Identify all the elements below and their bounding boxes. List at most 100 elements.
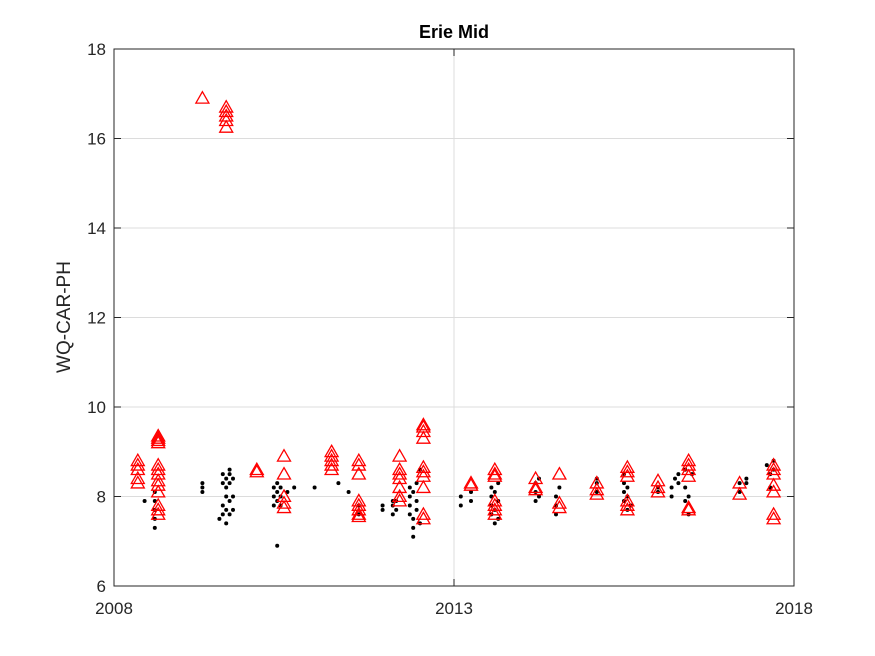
triangle-point	[249, 461, 265, 476]
triangle-point	[150, 497, 166, 511]
triangle-point	[323, 461, 340, 476]
triangle-point	[391, 448, 408, 462]
dot-point	[411, 534, 416, 539]
triangle-point	[351, 502, 367, 516]
dot-point	[292, 485, 297, 490]
triangle-point	[680, 499, 697, 514]
triangle-point	[527, 481, 544, 496]
triangle-point	[323, 448, 340, 462]
data-points	[130, 90, 782, 548]
triangle-point	[218, 99, 234, 113]
dot-point	[622, 490, 626, 495]
dot-point	[275, 490, 280, 495]
triangle-point	[765, 457, 782, 471]
dot-point	[231, 476, 235, 481]
triangle-point	[150, 432, 166, 447]
dot-point	[336, 481, 341, 486]
dot-point	[414, 481, 419, 486]
triangle-point	[415, 423, 432, 438]
dot-point	[414, 507, 419, 512]
triangle-point	[487, 461, 503, 476]
triangle-point	[551, 499, 568, 514]
triangle-point	[323, 457, 340, 471]
triangle-point	[487, 493, 503, 507]
triangle-point	[619, 502, 636, 516]
triangle-point	[194, 90, 211, 104]
dot-point	[489, 485, 494, 490]
dot-point	[380, 503, 385, 508]
dot-point	[557, 485, 562, 490]
dot-point	[227, 472, 232, 477]
triangle-point	[323, 443, 340, 458]
dot-point	[278, 485, 283, 490]
x-tick-label: 2018	[775, 599, 813, 618]
dot-point	[220, 512, 225, 517]
triangle-point	[351, 452, 367, 467]
dot-point	[458, 494, 463, 499]
dot-point	[537, 494, 541, 499]
dot-point	[407, 494, 412, 499]
dot-point	[533, 498, 538, 503]
dot-point	[492, 521, 497, 526]
triangle-point	[218, 119, 234, 133]
tick-labels: 2008 2013 2018 6 8 10 12 14 16 18	[87, 40, 813, 618]
triangle-point	[487, 497, 503, 511]
dot-point	[744, 476, 749, 481]
triangle-point	[276, 466, 292, 480]
triangle-point	[619, 464, 636, 478]
dot-point	[312, 485, 317, 490]
triangle-point	[765, 477, 782, 491]
triangle-point	[650, 479, 666, 494]
triangle-point	[351, 493, 367, 507]
dot-point	[231, 507, 235, 512]
dot-point	[407, 512, 412, 517]
triangle-point	[276, 495, 292, 509]
dot-point	[227, 512, 232, 517]
triangle-point	[130, 461, 146, 476]
x-tick-label: 2008	[95, 599, 133, 618]
triangle-point	[391, 466, 408, 480]
dot-point	[224, 521, 229, 526]
triangle-point	[527, 479, 544, 494]
triangle-point	[589, 481, 605, 496]
triangle-point	[551, 495, 568, 509]
dot-point	[224, 485, 229, 490]
triangle-point	[415, 430, 432, 444]
y-axis-label: WQ-CAR-PH	[54, 261, 75, 373]
triangle-point	[765, 511, 782, 525]
dot-point	[227, 467, 232, 472]
y-tick-label: 6	[97, 577, 106, 596]
dot-point	[764, 463, 769, 468]
dot-point	[683, 485, 688, 490]
dot-point	[469, 498, 473, 503]
triangle-point	[619, 497, 636, 511]
dot-point	[394, 507, 399, 512]
triangle-point	[415, 479, 432, 494]
dot-point	[152, 525, 157, 530]
dot-point	[200, 490, 205, 495]
triangle-point	[680, 461, 697, 476]
y-tick-label: 14	[87, 219, 106, 238]
dot-point	[676, 481, 681, 486]
dot-point	[271, 494, 276, 499]
dot-point	[224, 476, 229, 481]
triangle-point	[765, 506, 782, 520]
plot-frame	[113, 48, 795, 587]
triangle-point	[150, 502, 166, 516]
dot-point	[737, 490, 742, 495]
dot-point	[673, 476, 677, 481]
dot-point	[737, 481, 742, 486]
triangle-point	[323, 452, 340, 467]
dot-point	[594, 490, 599, 495]
dot-point	[231, 494, 235, 499]
triangle-point	[415, 417, 432, 431]
dot-point	[744, 481, 749, 486]
triangle-point	[731, 486, 748, 500]
triangle-point	[150, 477, 166, 491]
triangle-point	[589, 486, 605, 500]
triangle-point	[619, 459, 636, 473]
dot-point	[200, 485, 205, 490]
dot-point	[686, 494, 691, 499]
y-tick-label: 16	[87, 130, 106, 149]
